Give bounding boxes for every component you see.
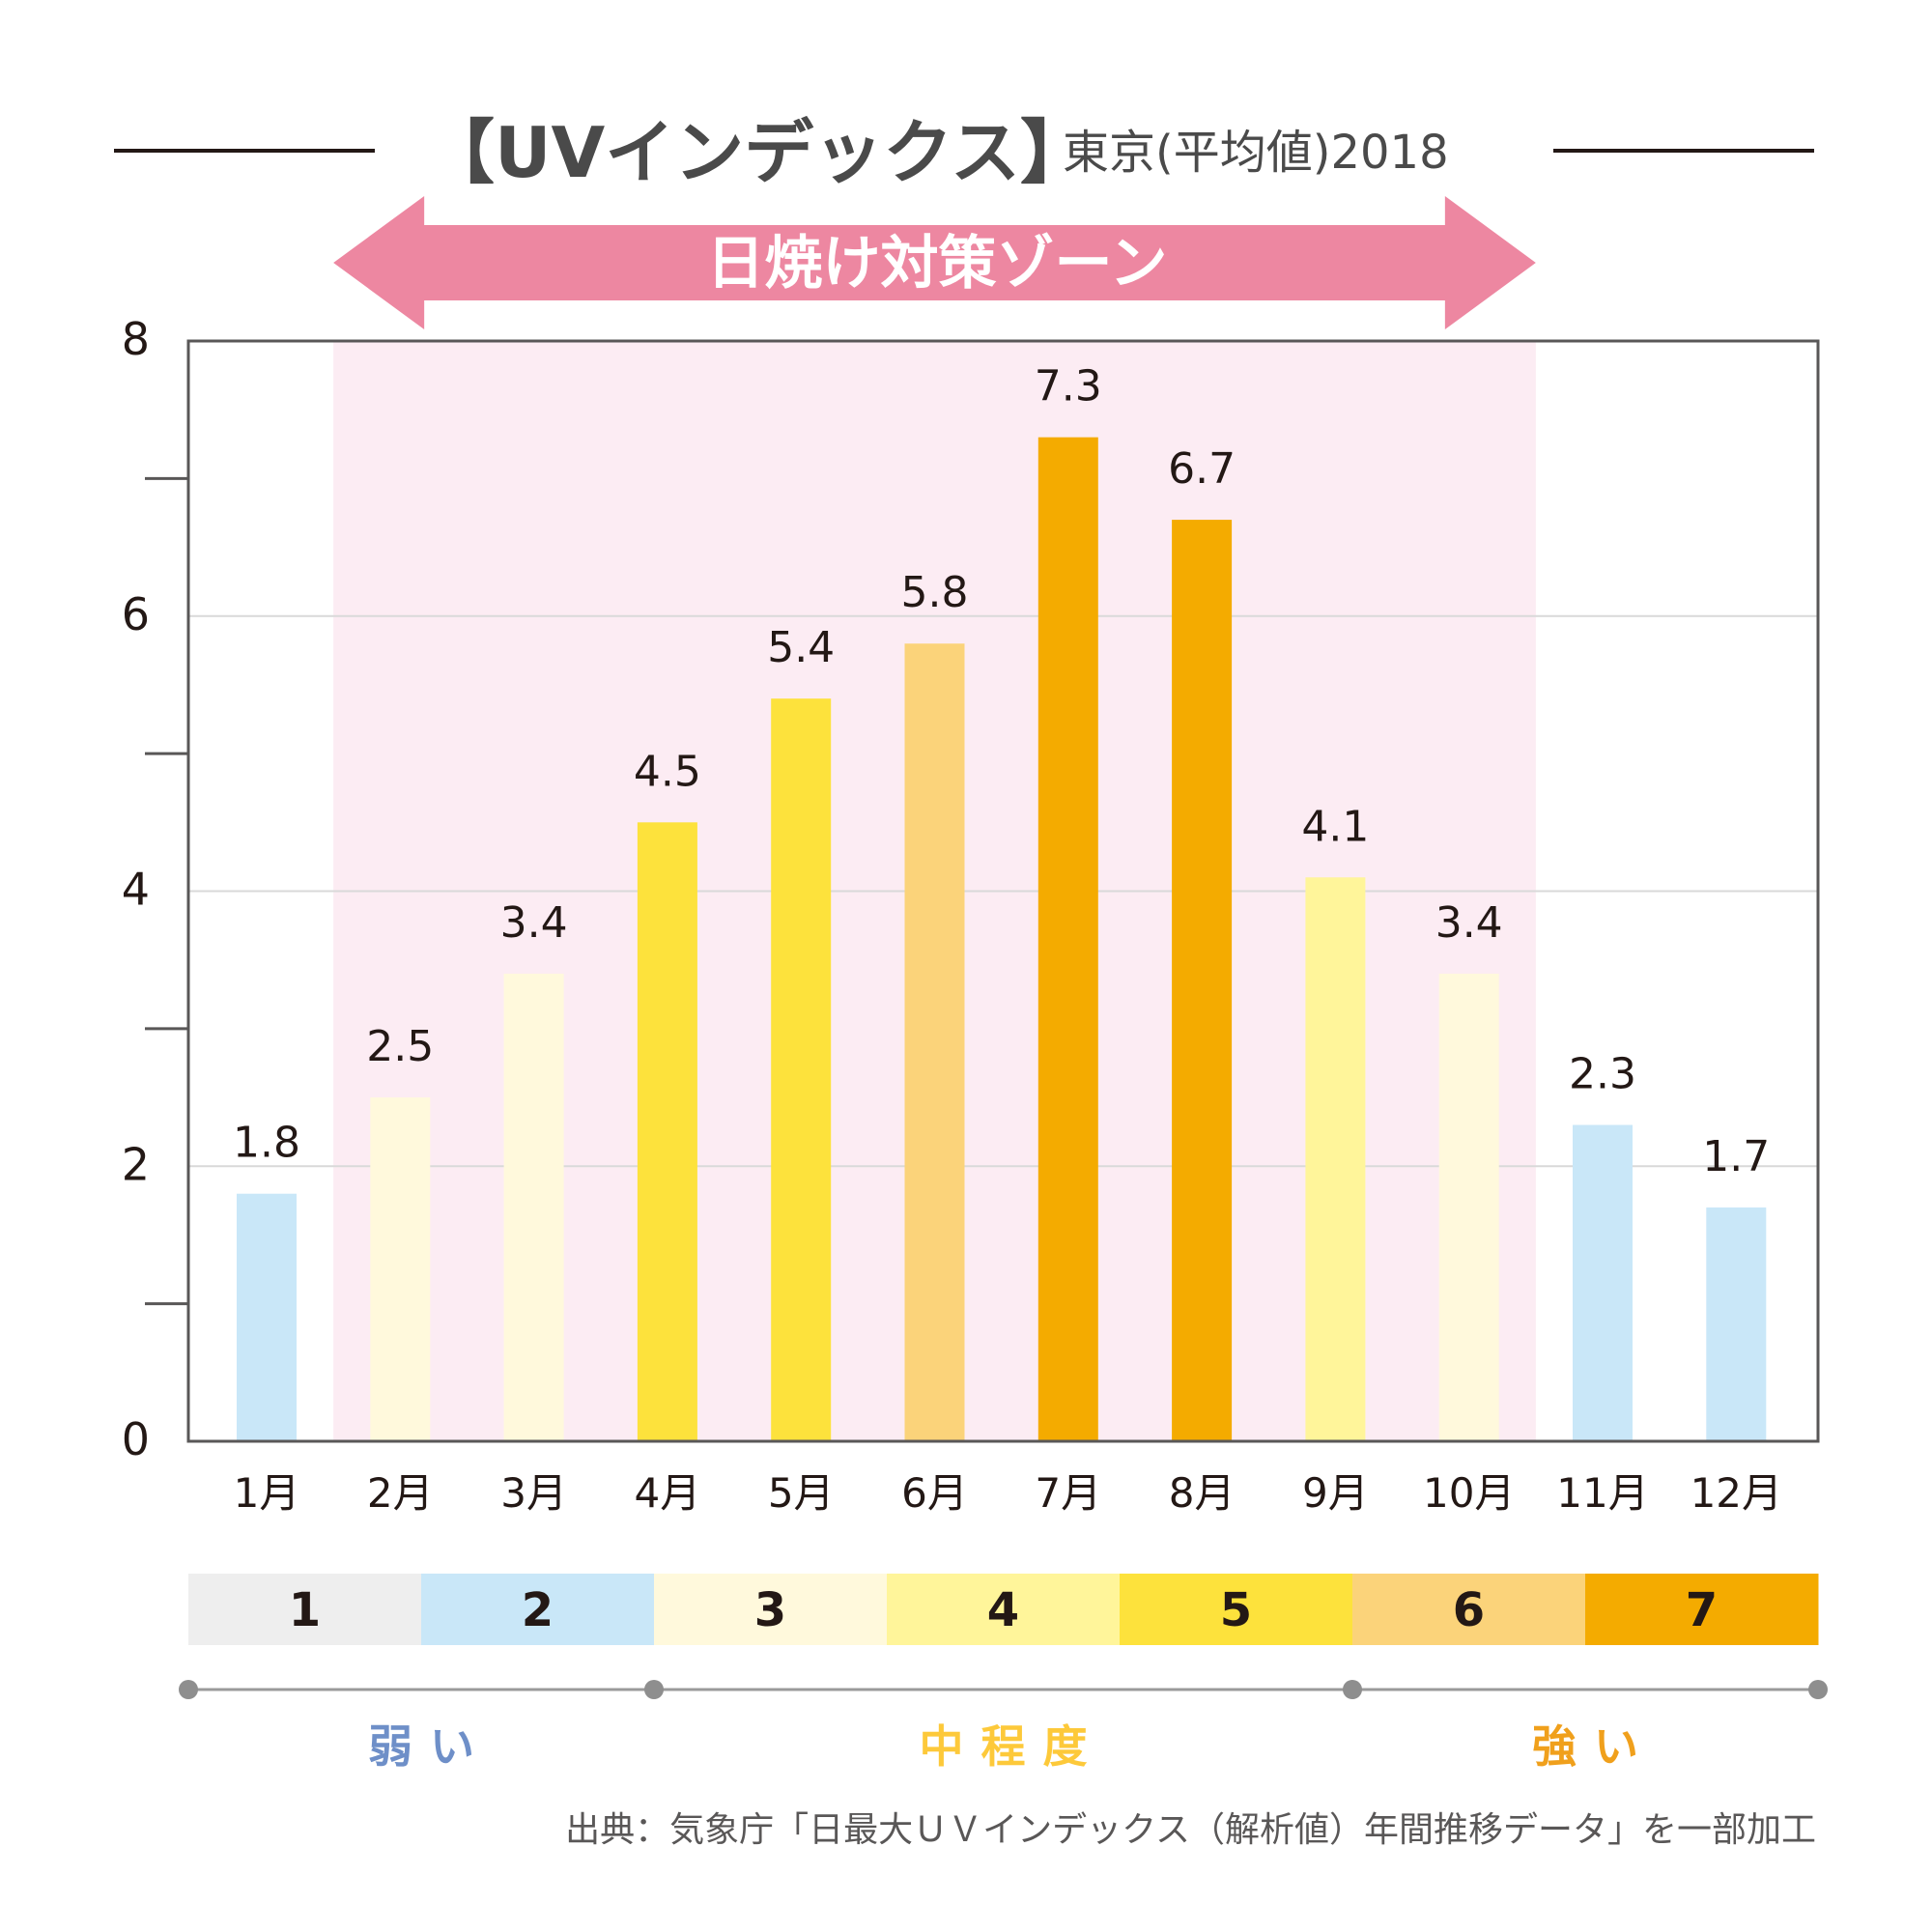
- value-label: 1.7: [1702, 1132, 1770, 1181]
- uv-level-scale: 1 2 3 4 5 6 7: [188, 1574, 1819, 1645]
- value-label: 2.5: [366, 1022, 434, 1071]
- x-tick-label: 12月: [1690, 1469, 1782, 1517]
- x-tick-label: 9月: [1302, 1469, 1369, 1517]
- scale-level-label: 3: [754, 1583, 786, 1637]
- x-tick-label: 7月: [1035, 1469, 1101, 1517]
- x-tick-label: 6月: [901, 1469, 968, 1517]
- x-tick-label: 3月: [500, 1469, 567, 1517]
- bar-2: [370, 1097, 431, 1441]
- y-tick-label: 4: [122, 864, 150, 916]
- value-label: 4.1: [1301, 802, 1369, 851]
- bars: [237, 437, 1767, 1442]
- scale-segment-5: [1120, 1574, 1353, 1645]
- uv-level-category-labels: 弱い 中程度 強い: [368, 1720, 1656, 1773]
- scale-segment-7: [1585, 1574, 1819, 1645]
- scale-segment-2: [421, 1574, 655, 1645]
- x-tick-label: 5月: [768, 1469, 835, 1517]
- category-label: 中程度: [920, 1720, 1105, 1773]
- x-tick-labels: 1月 2月 3月 4月 5月 6月 7月 8月 9月 10月 11月 12月: [234, 1469, 1782, 1517]
- scale-level-label: 4: [987, 1583, 1019, 1637]
- range-dot: [644, 1680, 664, 1699]
- bar-11: [1573, 1124, 1633, 1441]
- value-label: 5.8: [901, 568, 969, 617]
- value-label: 3.4: [500, 898, 568, 948]
- scale-level-label: 5: [1220, 1583, 1252, 1637]
- range-dot: [179, 1680, 198, 1699]
- value-labels: 1.8 2.5 3.4 4.5 5.4 5.8 7.3 6.7 4.1 3.4 2.3 1.7: [233, 362, 1770, 1181]
- range-dot: [1808, 1680, 1828, 1699]
- category-label: 強い: [1532, 1720, 1656, 1773]
- bar-6: [904, 643, 965, 1441]
- plot-frame: [186, 339, 1820, 1443]
- uv-level-range-line: [179, 1680, 1828, 1699]
- value-label: 2.3: [1569, 1050, 1636, 1099]
- bar-10: [1438, 973, 1499, 1441]
- range-dot: [1343, 1680, 1362, 1699]
- y-tick-label: 2: [122, 1138, 150, 1190]
- category-label: 弱い: [368, 1720, 492, 1773]
- bar-8: [1172, 520, 1233, 1441]
- scale-level-label: 6: [1453, 1583, 1485, 1637]
- sunburn-zone-arrow: [333, 196, 1536, 329]
- chart-title: 【UVインデックス】: [425, 112, 1090, 193]
- scale-segment-4: [887, 1574, 1121, 1645]
- x-tick-label: 2月: [367, 1469, 434, 1517]
- scale-level-label: 2: [522, 1583, 554, 1637]
- x-tick-label: 1月: [234, 1469, 300, 1517]
- y-tick-label: 0: [122, 1413, 150, 1465]
- value-label: 7.3: [1035, 362, 1102, 412]
- sunburn-zone-label: 日焼け対策ゾーン: [707, 230, 1168, 298]
- scale-segment-1: [188, 1574, 422, 1645]
- value-label: 6.7: [1168, 444, 1236, 494]
- y-tick-labels: 0 2 4 6 8: [122, 313, 150, 1465]
- x-tick-label: 8月: [1169, 1469, 1236, 1517]
- y-tick-label: 8: [122, 313, 150, 365]
- x-tick-label: 11月: [1556, 1469, 1648, 1517]
- source-note: 出典：気象庁「日最大ＵＶインデックス（解析値）年間推移データ」を一部加工: [565, 1810, 1816, 1850]
- gridlines: [188, 614, 1818, 1168]
- bar-7: [1037, 437, 1098, 1442]
- value-label: 4.5: [634, 747, 701, 796]
- value-label: 1.8: [233, 1119, 300, 1168]
- scale-segment-3: [654, 1574, 888, 1645]
- axes: [145, 339, 1820, 1443]
- scale-level-label: 7: [1686, 1583, 1718, 1637]
- bar-5: [771, 698, 832, 1441]
- bar-9: [1305, 877, 1366, 1441]
- bar-4: [637, 822, 697, 1441]
- chart-subtitle: 東京(平均値)2018: [1063, 126, 1449, 180]
- x-tick-label: 10月: [1423, 1469, 1515, 1517]
- y-tick-label: 6: [122, 588, 150, 640]
- bar-3: [503, 973, 564, 1441]
- bar-1: [237, 1193, 297, 1441]
- scale-level-label: 1: [289, 1583, 321, 1637]
- x-tick-label: 4月: [635, 1469, 701, 1517]
- scale-segment-6: [1352, 1574, 1586, 1645]
- bar-12: [1706, 1207, 1767, 1441]
- value-label: 3.4: [1435, 898, 1503, 948]
- value-label: 5.4: [767, 623, 835, 672]
